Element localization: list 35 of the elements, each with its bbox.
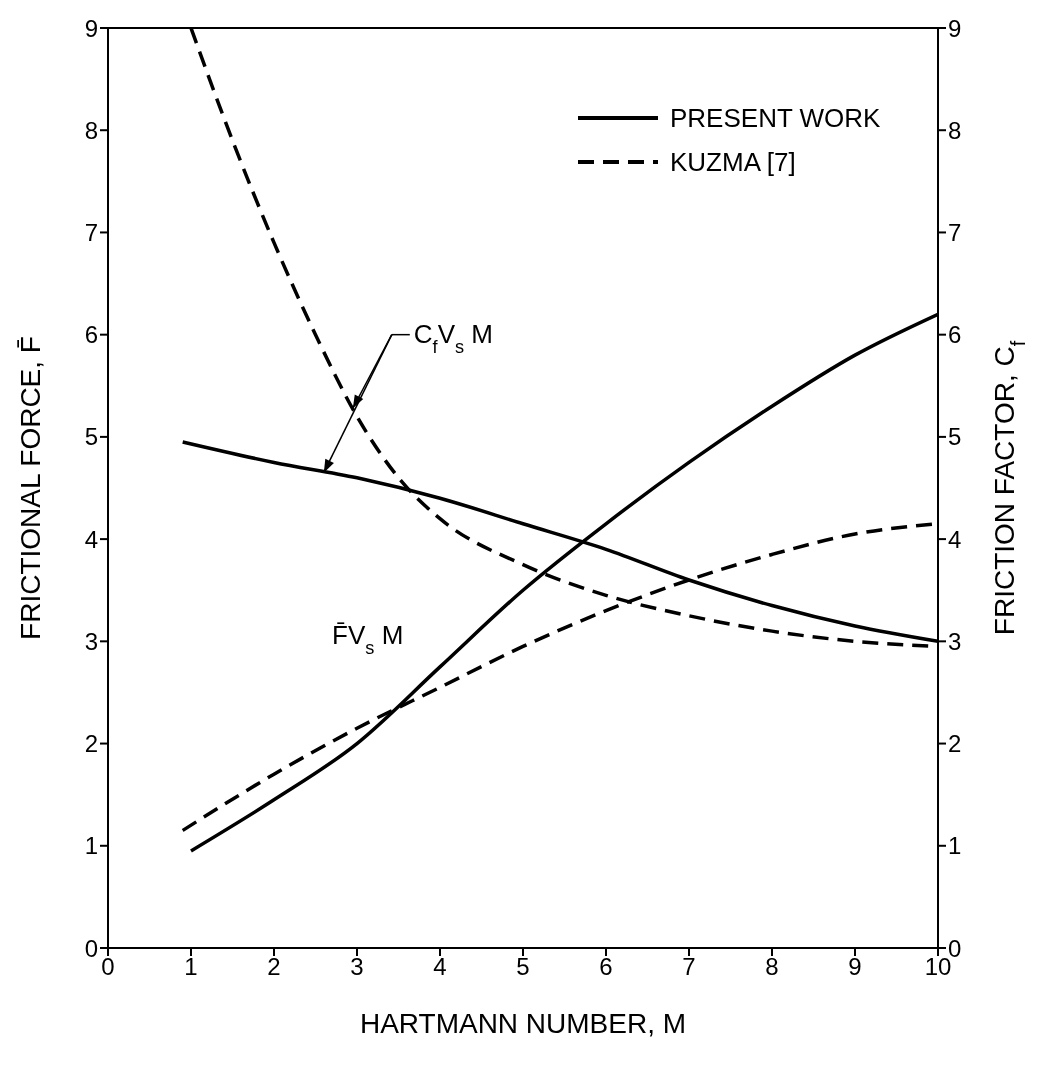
y-tick-label: 8 <box>84 116 98 144</box>
y2-tick-label: 5 <box>948 423 962 451</box>
legend-label: PRESENT WORK <box>670 103 882 133</box>
y2-tick-label: 2 <box>948 730 962 758</box>
x-axis-title: HARTMANN NUMBER, M <box>359 1008 687 1039</box>
x-tick-label: 6 <box>599 953 613 981</box>
x-tick-label: 9 <box>848 953 862 981</box>
y2-tick-label: 3 <box>948 627 962 655</box>
x-tick-label: 8 <box>765 953 779 981</box>
annotation: C$_{f}$V$_{s}$ M <box>413 318 493 357</box>
y2-tick-label: 4 <box>948 525 962 553</box>
y-tick-label: 7 <box>84 218 98 246</box>
y-tick-label: 2 <box>84 730 98 758</box>
y-tick-label: 9 <box>84 14 98 42</box>
y2-tick-label: 6 <box>948 321 962 349</box>
y-axis-title: FRICTIONAL FORCE, F̄ <box>15 336 46 640</box>
y2-tick-label: 8 <box>948 116 962 144</box>
y-tick-label: 1 <box>84 832 98 860</box>
y-tick-label: 0 <box>84 934 98 962</box>
x-tick-label: 7 <box>682 953 696 981</box>
x-tick-label: 0 <box>101 953 115 981</box>
x-tick-label: 2 <box>267 953 281 981</box>
annotation: F̄V$_{s}$ M <box>332 620 404 659</box>
y-tick-label: 4 <box>84 525 98 553</box>
x-tick-label: 5 <box>516 953 530 981</box>
y-tick-label: 5 <box>84 423 98 451</box>
y2-tick-label: 7 <box>948 218 962 246</box>
y-tick-label: 6 <box>84 321 98 349</box>
y2-tick-label: 9 <box>948 14 962 42</box>
x-tick-label: 3 <box>350 953 364 981</box>
x-tick-label: 4 <box>433 953 447 981</box>
y-tick-label: 3 <box>84 627 98 655</box>
x-tick-label: 1 <box>184 953 198 981</box>
y2-tick-label: 1 <box>948 832 962 860</box>
legend-label: KUZMA [7] <box>670 147 796 177</box>
